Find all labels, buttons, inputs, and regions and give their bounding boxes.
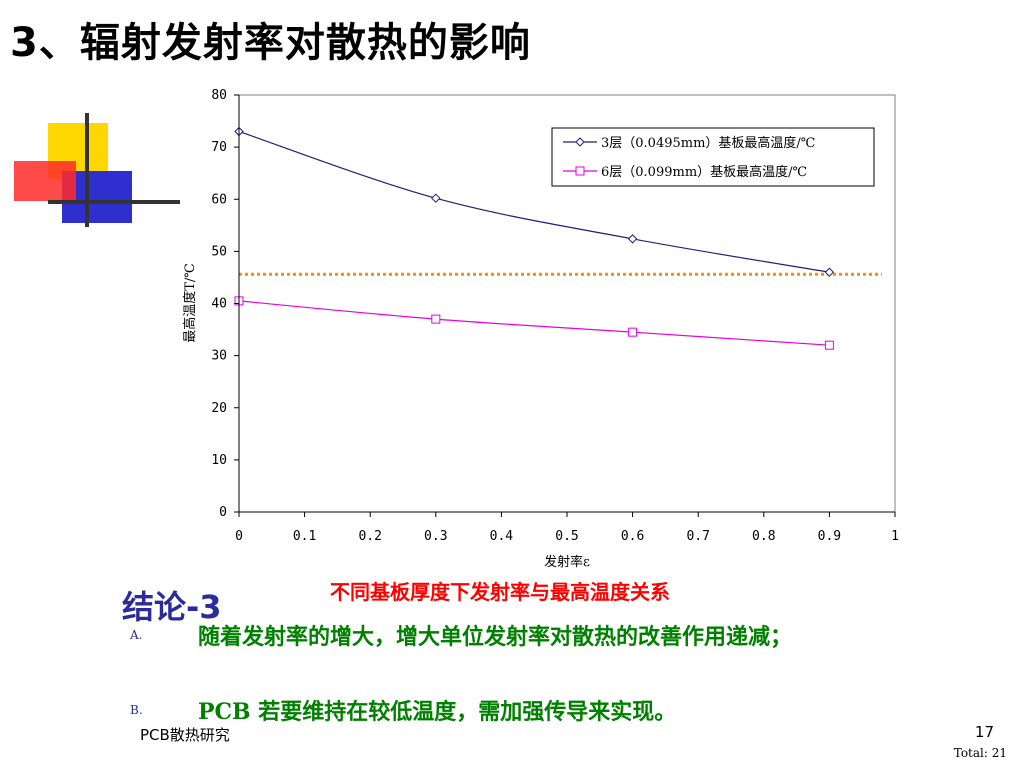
legend-label: 3层（0.0495mm）基板最高温度/℃ <box>601 135 815 151</box>
page-number: 17 <box>974 723 994 741</box>
legend-label: 6层（0.099mm）基板最高温度/℃ <box>601 164 807 180</box>
bullet-text-a: 随着发射率的增大，增大单位发射率对散热的改善作用递减； <box>198 624 793 650</box>
y-tick-label: 80 <box>211 88 227 103</box>
y-tick-label: 0 <box>219 505 227 520</box>
data-point <box>431 193 441 203</box>
footer-text: PCB散热研究 <box>140 726 230 744</box>
legend-swatch-marker <box>575 137 585 147</box>
x-axis-label: 发射率ε <box>544 554 590 570</box>
series-line <box>238 130 830 273</box>
decorative-squares <box>14 113 180 227</box>
x-tick-label: 0 <box>235 529 243 544</box>
deco-red-square <box>14 161 76 201</box>
y-tick-label: 30 <box>211 349 227 364</box>
data-point <box>431 314 441 324</box>
x-tick-label: 0.7 <box>686 529 709 544</box>
data-point <box>628 327 638 337</box>
conclusion-number: -3 <box>186 588 222 626</box>
y-tick-label: 70 <box>211 140 227 155</box>
bullet-text-b: PCB 若要维持在较低温度，需加强传导来实现。 <box>198 699 677 725</box>
x-tick-label: 0.2 <box>358 529 381 544</box>
page-total: Total: 21 <box>953 746 1007 760</box>
bullet-marker-b: B. <box>130 703 143 717</box>
conclusion-label: 结论 <box>122 588 187 626</box>
conclusion-heading: 结论-3 <box>122 582 222 628</box>
chart-legend: 3层（0.0495mm）基板最高温度/℃ 6层（0.099mm）基板最高温度/℃ <box>551 127 875 187</box>
y-tick-label: 50 <box>211 244 227 259</box>
slide-title: 3、辐射发射率对散热的影响 <box>10 20 531 66</box>
emissivity-temperature-chart: 0 10 20 30 40 50 60 70 80 0 0.1 0.2 0.3 0.4 0.5 0.6 0.7 0… <box>182 88 899 570</box>
data-point <box>824 267 835 277</box>
y-tick-label: 10 <box>211 453 227 468</box>
y-tick-label: 40 <box>211 297 227 312</box>
x-tick-label: 1 <box>891 529 899 544</box>
data-point <box>627 234 638 244</box>
data-point <box>824 340 834 350</box>
y-tick-label: 60 <box>211 192 227 207</box>
x-tick-label: 0.8 <box>752 529 775 544</box>
x-tick-label: 0.4 <box>490 529 514 544</box>
series-line <box>238 300 830 346</box>
x-tick-label: 0.3 <box>424 529 447 544</box>
x-tick-label: 0.6 <box>621 529 644 544</box>
bullet-marker-a: A. <box>130 628 143 642</box>
x-tick-label: 0.9 <box>818 529 841 544</box>
x-tick-label: 0.5 <box>555 529 578 544</box>
y-tick-label: 20 <box>211 401 227 416</box>
x-tick-label: 0.1 <box>293 529 316 544</box>
y-axis-label: 最高温度T/℃ <box>182 263 198 343</box>
legend-box <box>551 127 875 187</box>
chart-caption: 不同基板厚度下发射率与最高温度关系 <box>330 580 670 604</box>
legend-swatch-marker <box>575 166 585 176</box>
